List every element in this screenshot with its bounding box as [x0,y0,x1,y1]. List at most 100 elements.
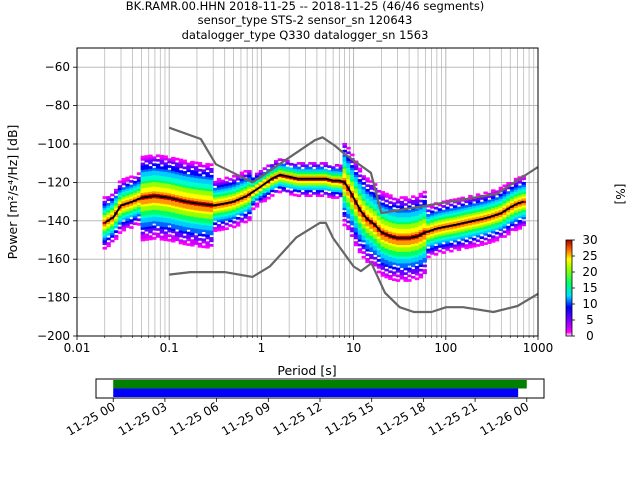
heatmap-cell [430,240,435,244]
heatmap-cell [140,213,146,217]
y-tick-label: −160 [37,252,70,266]
heatmap-cell [239,183,245,186]
heatmap-cell [380,230,385,233]
heatmap-cell [110,221,115,224]
heatmap-cell [144,226,149,230]
heatmap-cell [117,192,123,195]
heatmap-cell [243,190,248,194]
heatmap-cell [323,168,328,172]
heatmap-cell [388,233,393,237]
heatmap-cell [144,155,149,158]
heatmap-cell [399,276,405,280]
heatmap-cell [361,207,366,211]
heatmap-cell [281,163,286,167]
heatmap-cell [422,257,427,261]
heatmap-cell [510,200,515,204]
heatmap-cell [460,233,465,237]
heatmap-cell [220,191,226,194]
heatmap-cell [167,188,172,191]
heatmap-cell [376,249,382,253]
heatmap-cell [289,179,294,182]
heatmap-cell [350,165,355,168]
heatmap-cell [174,236,180,239]
heatmap-cell [209,167,214,171]
heatmap-cell [403,279,408,282]
heatmap-cell [433,234,439,238]
heatmap-cell [117,180,123,184]
heatmap-cell [106,207,111,211]
heatmap-cell [136,179,142,182]
heatmap-cell [163,210,168,214]
heatmap-cell [220,188,226,192]
heatmap-cell [148,182,153,185]
heatmap-cell [392,246,397,249]
heatmap-cell [205,172,210,175]
heatmap-cell [243,220,248,224]
heatmap-cell [422,211,427,215]
heatmap-cell [247,176,252,180]
heatmap-cell [475,209,481,213]
heatmap-cell [262,178,267,182]
heatmap-cell [376,245,382,248]
heatmap-cell [197,244,203,248]
heatmap-cell [174,226,180,230]
heatmap-cell [243,179,248,182]
heatmap-cell [102,210,107,213]
heatmap-cell [487,222,492,226]
heatmap-cell [232,188,237,192]
heatmap-cell [106,226,111,229]
heatmap-cell [308,168,313,172]
heatmap-cell [342,191,347,195]
heatmap-cell [369,200,374,204]
heatmap-cell [224,190,229,194]
heatmap-cell [437,215,443,218]
heatmap-cell [407,212,412,215]
heatmap-cell [140,224,146,228]
heatmap-cell [479,215,485,219]
heatmap-cell [506,232,511,236]
heatmap-cell [407,244,412,248]
heatmap-cell [468,211,473,214]
heatmap-cell [510,228,515,231]
heatmap-cell [372,201,378,205]
heatmap-cell [178,216,184,219]
heatmap-cell [357,192,363,196]
heatmap-cell [464,246,469,250]
heatmap-cell [148,203,153,206]
heatmap-cell [289,176,294,180]
heatmap-cell [205,183,210,187]
heatmap-cell [357,234,363,238]
heatmap-cell [479,222,485,226]
heatmap-cell [510,189,515,192]
heatmap-cell [205,209,210,212]
heatmap-cell [464,205,469,208]
colorbar-tick-label: 30 [582,233,597,247]
heatmap-cell [216,182,222,186]
heatmap-cell [159,214,165,218]
heatmap-cell [144,173,149,177]
heatmap-cell [266,196,271,200]
heatmap-cell [292,172,298,176]
heatmap-cell [399,203,405,206]
heatmap-cell [315,171,321,174]
heatmap-cell [395,251,401,255]
heatmap-cell [418,250,424,254]
y-tick-label: −100 [37,137,70,151]
heatmap-cell [148,223,153,227]
heatmap-cell [372,245,378,249]
heatmap-cell [403,244,408,248]
heatmap-cell [414,261,420,265]
heatmap-cell [346,202,351,205]
heatmap-cell [353,172,359,175]
heatmap-cell [327,169,332,173]
heatmap-cell [521,205,526,208]
heatmap-cell [121,191,127,195]
heatmap-cell [152,163,157,166]
heatmap-cell [117,226,123,230]
heatmap-cell [475,204,481,208]
heatmap-cell [251,202,256,206]
heatmap-cell [353,236,359,240]
heatmap-cell [171,221,176,225]
heatmap-cell [235,200,241,204]
